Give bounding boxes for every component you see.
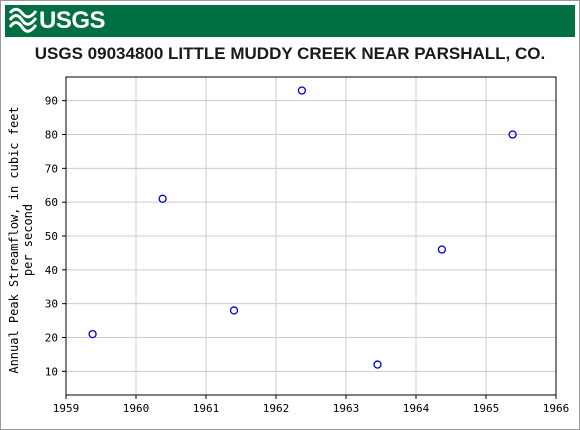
x-tick-label: 1960 [123,402,150,415]
y-tick-label: 40 [45,264,58,277]
data-point[interactable] [437,245,447,254]
usgs-banner: USGS [5,5,575,37]
y-tick-label: 80 [45,129,58,142]
y-tick-label: 90 [45,95,58,108]
chart-title: USGS 09034800 LITTLE MUDDY CREEK NEAR PA… [34,44,546,63]
data-point[interactable] [158,194,167,203]
x-tick-label: 1963 [333,402,360,415]
data-point[interactable] [297,86,307,95]
x-tick-label: 1959 [53,402,80,415]
y-tick-label: 20 [45,331,58,344]
data-point[interactable] [373,360,382,369]
data-point[interactable] [508,130,517,139]
usgs-logo-icon [9,7,37,33]
y-tick-label: 60 [45,196,58,209]
x-tick-label: 1965 [473,402,500,415]
axis-ticks: 1959 1960 1961 1962 1963 1964 1965 1966 10 20 30 40… [45,95,570,415]
data-points [88,86,517,369]
usgs-logo[interactable]: USGS [9,7,106,35]
y-tick-label: 70 [45,162,58,175]
y-axis-label-line1: Annual Peak Streamflow, in cubic feet [7,106,21,373]
x-tick-label: 1961 [193,402,220,415]
y-tick-label: 50 [45,230,58,243]
usgs-logo-text: USGS [39,7,106,34]
x-tick-label: 1966 [543,402,570,415]
y-axis-label-line2: per second [21,204,35,276]
y-tick-label: 10 [45,365,58,378]
data-point[interactable] [88,329,97,339]
x-tick-label: 1962 [263,402,290,415]
data-point[interactable] [229,306,239,315]
y-tick-label: 30 [45,298,58,311]
x-tick-label: 1964 [403,402,430,415]
grid-lines [65,77,557,395]
